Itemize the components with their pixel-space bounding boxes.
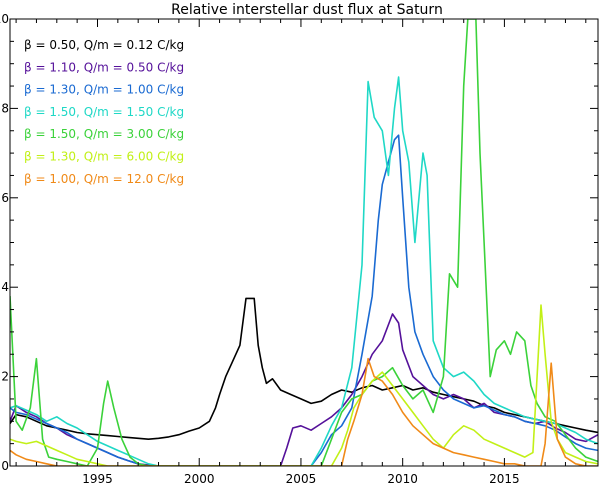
y-tick-label: 4 bbox=[1, 280, 9, 294]
series-line-3 bbox=[10, 134, 598, 466]
legend-entry-3: β = 1.30, Q/m = 1.00 C/kg bbox=[24, 83, 184, 97]
y-tick-label: 2 bbox=[1, 370, 9, 384]
x-tick-label: 2000 bbox=[184, 472, 215, 486]
legend-entry-4: β = 1.50, Q/m = 1.50 C/kg bbox=[24, 105, 184, 119]
series-line-7 bbox=[10, 357, 598, 466]
legend-entry-7: β = 1.00, Q/m = 12.0 C/kg bbox=[24, 172, 184, 186]
series-line-6 bbox=[10, 304, 598, 466]
legend: β = 0.50, Q/m = 0.12 C/kg β = 1.10, Q/m =… bbox=[24, 38, 184, 186]
x-tick-label: 2005 bbox=[286, 472, 317, 486]
series-layer bbox=[10, 19, 598, 466]
legend-entry-2: β = 1.10, Q/m = 0.50 C/kg bbox=[24, 60, 184, 74]
x-tick-label: 1995 bbox=[82, 472, 113, 486]
y-tick-label: 10 bbox=[0, 12, 9, 26]
legend-entry-5: β = 1.50, Q/m = 3.00 C/kg bbox=[24, 127, 184, 141]
legend-entry-6: β = 1.30, Q/m = 6.00 C/kg bbox=[24, 150, 184, 164]
y-tick-label: 0 bbox=[1, 459, 9, 473]
series-line-1 bbox=[10, 297, 598, 440]
y-tick-label: 6 bbox=[1, 191, 9, 205]
series-line-4 bbox=[10, 76, 598, 466]
x-tick-label: 2010 bbox=[387, 472, 418, 486]
legend-entry-1: β = 0.50, Q/m = 0.12 C/kg bbox=[24, 38, 184, 52]
series-line-5 bbox=[10, 19, 598, 466]
axes-ticks: 1995 2000 2005 2010 2015 0 2 4 6 8 10 bbox=[0, 12, 598, 486]
y-tick-label: 8 bbox=[1, 101, 9, 115]
chart-title: Relative interstellar dust flux at Satur… bbox=[171, 2, 443, 18]
x-tick-label: 2015 bbox=[489, 472, 520, 486]
